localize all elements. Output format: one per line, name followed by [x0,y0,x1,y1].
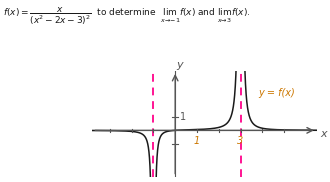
Text: $f(x) = \dfrac{x}{(x^2-2x-3)^2}$  to determine  $\lim_{x \to -1} f(x)$ and $\lim: $f(x) = \dfrac{x}{(x^2-2x-3)^2}$ to dete… [3,5,251,27]
Text: 3: 3 [237,136,244,146]
Text: 1: 1 [194,136,200,146]
Text: 1: 1 [180,112,186,122]
Text: y = f(x): y = f(x) [258,88,295,98]
Text: x: x [320,129,327,139]
Text: y: y [177,60,183,70]
